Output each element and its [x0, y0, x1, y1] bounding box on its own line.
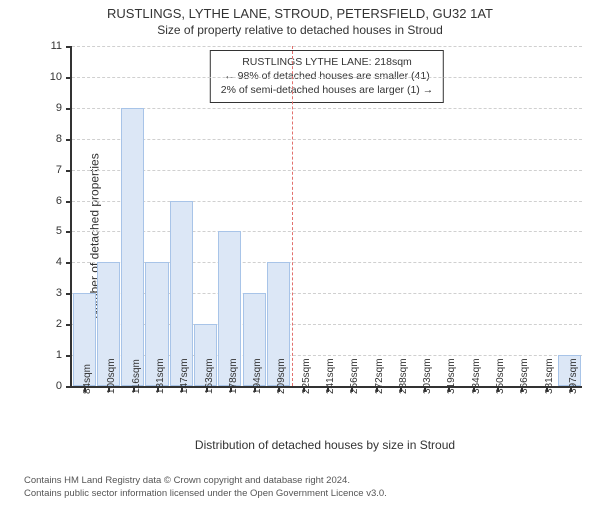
x-tick-label: 256sqm — [349, 358, 360, 394]
x-tick-label: 303sqm — [422, 358, 433, 394]
x-tick-label: 350sqm — [495, 358, 506, 394]
plot-region: RUSTLINGS LYTHE LANE: 218sqm ← 98% of de… — [70, 46, 582, 388]
gridline — [72, 201, 582, 202]
x-tick-label: 272sqm — [374, 358, 385, 394]
x-tick-label: 116sqm — [131, 359, 142, 394]
y-tick-label: 9 — [56, 102, 72, 114]
bar — [121, 108, 144, 386]
footer-line: Contains HM Land Registry data © Crown c… — [24, 475, 387, 487]
x-tick-label: 241sqm — [325, 358, 336, 394]
gridline — [72, 139, 582, 140]
chart-area: Number of detached properties RUSTLINGS … — [40, 46, 580, 426]
x-tick-label: 163sqm — [204, 358, 215, 394]
callout-line: 2% of semi-detached houses are larger (1… — [221, 83, 433, 97]
x-tick-label: 194sqm — [252, 358, 263, 394]
x-tick-label: 131sqm — [155, 358, 166, 394]
gridline — [72, 170, 582, 171]
x-tick-label: 288sqm — [398, 358, 409, 394]
y-tick-label: 6 — [56, 195, 72, 207]
reference-line — [292, 46, 293, 386]
y-tick-label: 5 — [56, 225, 72, 237]
y-tick-label: 1 — [56, 349, 72, 361]
x-tick-label: 366sqm — [519, 358, 530, 394]
y-tick-label: 0 — [56, 380, 72, 392]
y-tick-label: 10 — [50, 71, 72, 83]
footer-line: Contains public sector information licen… — [24, 488, 387, 500]
callout-line: RUSTLINGS LYTHE LANE: 218sqm — [221, 55, 433, 69]
x-tick-label: 147sqm — [179, 358, 190, 394]
y-tick-label: 4 — [56, 256, 72, 268]
y-tick-label: 8 — [56, 133, 72, 145]
x-axis-label: Distribution of detached houses by size … — [70, 438, 580, 452]
x-tick-label: 209sqm — [276, 358, 287, 394]
x-tick-label: 178sqm — [228, 358, 239, 394]
gridline — [72, 108, 582, 109]
x-tick-label: 397sqm — [568, 358, 579, 394]
x-tick-label: 319sqm — [446, 358, 457, 394]
footer-attribution: Contains HM Land Registry data © Crown c… — [24, 475, 387, 500]
y-tick-label: 3 — [56, 287, 72, 299]
y-tick-label: 11 — [51, 40, 72, 52]
gridline — [72, 46, 582, 47]
gridline — [72, 77, 582, 78]
chart-title-main: RUSTLINGS, LYTHE LANE, STROUD, PETERSFIE… — [0, 6, 600, 21]
chart-title-sub: Size of property relative to detached ho… — [0, 23, 600, 37]
y-tick-label: 7 — [56, 164, 72, 176]
x-tick-label: 225sqm — [301, 358, 312, 394]
x-tick-label: 381sqm — [544, 358, 555, 394]
x-tick-label: 84sqm — [82, 364, 93, 394]
y-tick-label: 2 — [56, 318, 72, 330]
x-tick-label: 334sqm — [471, 358, 482, 394]
gridline — [72, 231, 582, 232]
x-tick-label: 100sqm — [106, 358, 117, 394]
